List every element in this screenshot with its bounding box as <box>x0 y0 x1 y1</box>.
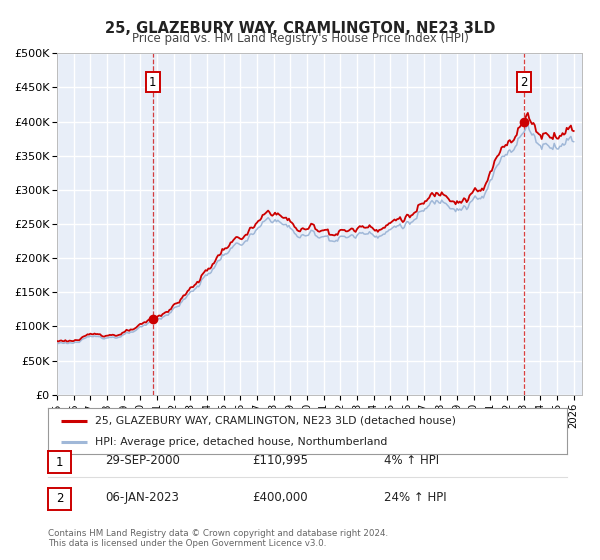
Text: 24% ↑ HPI: 24% ↑ HPI <box>384 491 446 504</box>
Text: 25, GLAZEBURY WAY, CRAMLINGTON, NE23 3LD: 25, GLAZEBURY WAY, CRAMLINGTON, NE23 3LD <box>105 21 495 36</box>
Text: 29-SEP-2000: 29-SEP-2000 <box>105 454 180 467</box>
Text: £400,000: £400,000 <box>252 491 308 504</box>
Text: HPI: Average price, detached house, Northumberland: HPI: Average price, detached house, Nort… <box>95 437 387 447</box>
Text: 25, GLAZEBURY WAY, CRAMLINGTON, NE23 3LD (detached house): 25, GLAZEBURY WAY, CRAMLINGTON, NE23 3LD… <box>95 416 456 426</box>
Text: £110,995: £110,995 <box>252 454 308 467</box>
Text: 2: 2 <box>56 492 63 506</box>
Text: Price paid vs. HM Land Registry's House Price Index (HPI): Price paid vs. HM Land Registry's House … <box>131 32 469 45</box>
Text: This data is licensed under the Open Government Licence v3.0.: This data is licensed under the Open Gov… <box>48 539 326 548</box>
Text: 4% ↑ HPI: 4% ↑ HPI <box>384 454 439 467</box>
Text: 1: 1 <box>149 76 157 88</box>
Text: 06-JAN-2023: 06-JAN-2023 <box>105 491 179 504</box>
Text: 1: 1 <box>56 455 63 469</box>
Text: Contains HM Land Registry data © Crown copyright and database right 2024.: Contains HM Land Registry data © Crown c… <box>48 529 388 538</box>
Text: 2: 2 <box>520 76 528 88</box>
